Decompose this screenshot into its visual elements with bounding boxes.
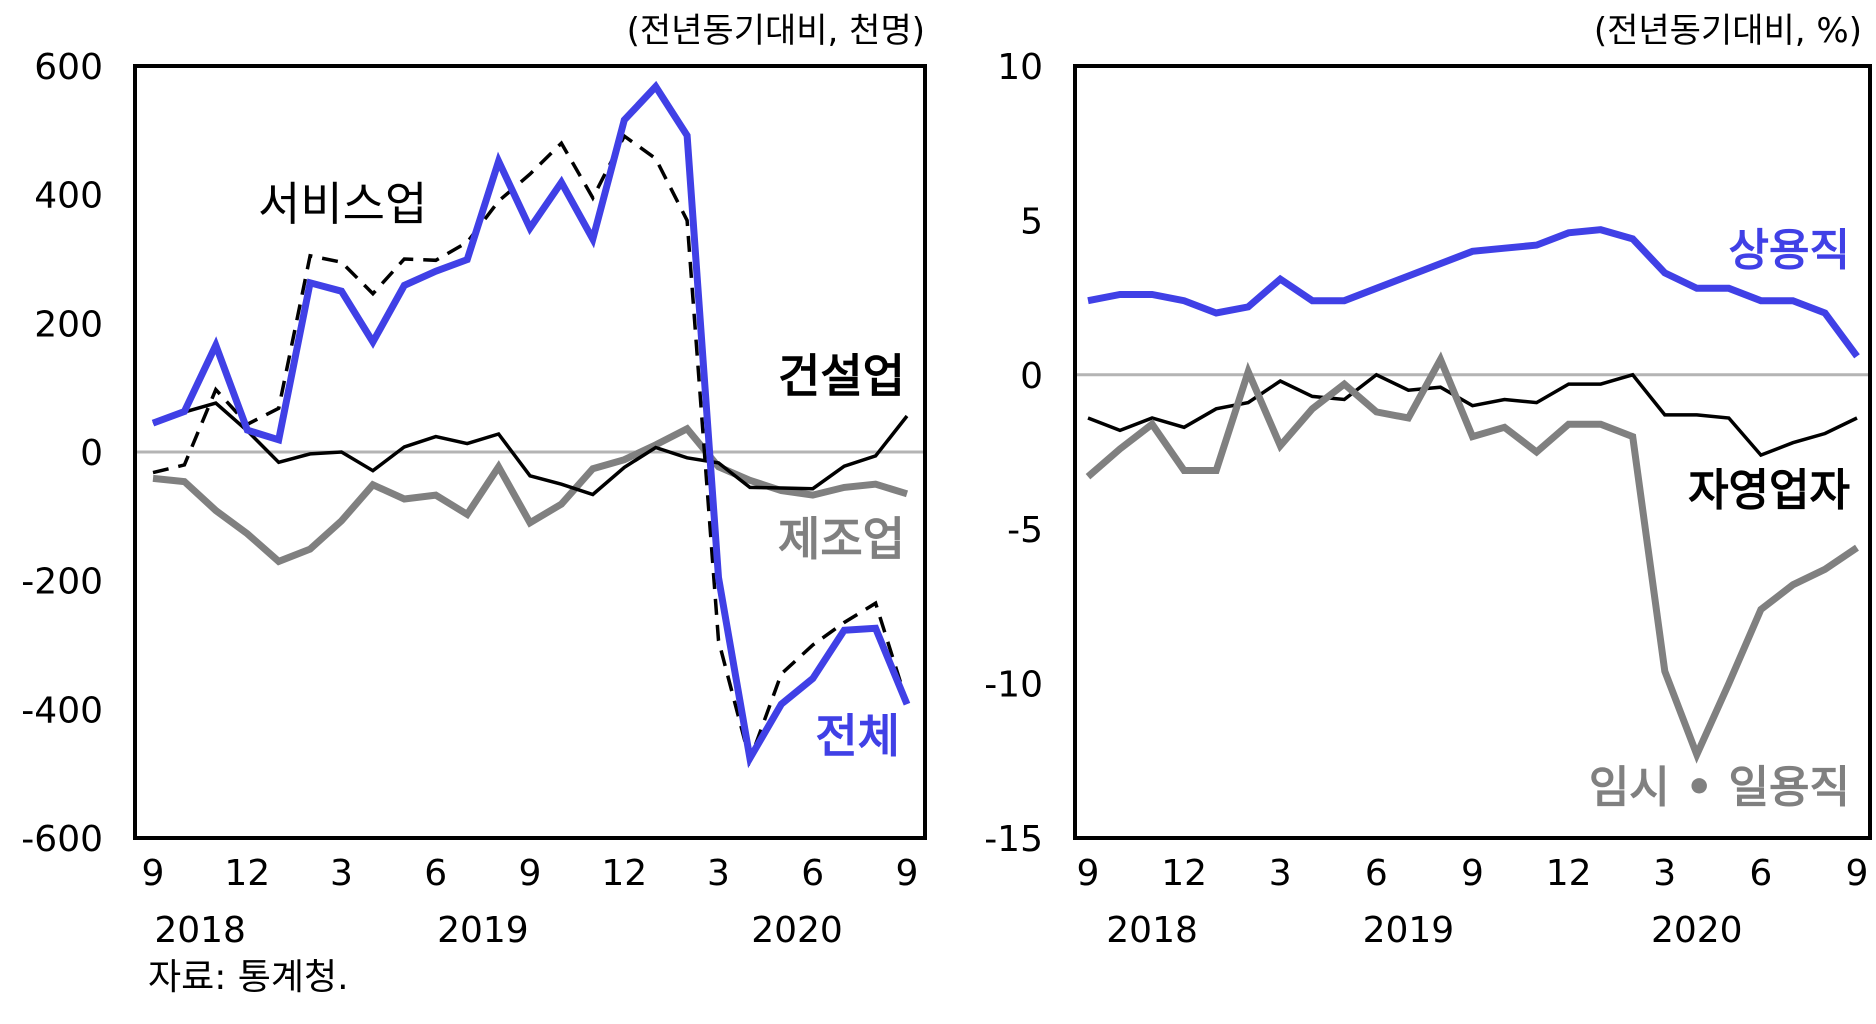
right-year-label: 2019 xyxy=(1363,910,1455,951)
left-x-tick-label: 3 xyxy=(707,853,730,894)
left-year-label: 2020 xyxy=(751,910,843,951)
right-y-tick-label: -15 xyxy=(984,819,1043,860)
right-x-tick-label: 12 xyxy=(1161,853,1207,894)
right-x-tick-label: 6 xyxy=(1365,853,1388,894)
right-y-tick-label: 0 xyxy=(1020,356,1043,397)
left-x-tick-label: 6 xyxy=(801,853,824,894)
right-series-line-1 xyxy=(1087,372,1858,458)
source-note: 자료: 통계청. xyxy=(148,957,349,998)
left-series-line-0 xyxy=(152,424,909,566)
left-y-tick-label: 600 xyxy=(34,47,103,88)
right-series-line-0 xyxy=(1087,226,1860,359)
right-x-tick-label: 9 xyxy=(1846,853,1869,894)
right-y-tick-label: -5 xyxy=(1007,510,1043,551)
left-series-label-3: 전체 xyxy=(815,709,900,763)
left-series-line-1 xyxy=(152,401,909,497)
left-y-tick-label: 400 xyxy=(34,176,103,217)
employment-by-status-chart: (전년동기대비, %) 10 5 0 -5 -10 -15 9 12 3 6 9 12 3 6 9 201… xyxy=(984,11,1872,951)
left-x-tick-label: 9 xyxy=(142,853,165,894)
left-x-tick-label: 12 xyxy=(224,853,270,894)
left-y-tick-label: 200 xyxy=(34,304,103,345)
right-x-tick-label: 9 xyxy=(1077,853,1100,894)
right-series-label-1: 자영업자 xyxy=(1688,465,1850,516)
right-year-label: 2018 xyxy=(1106,910,1198,951)
left-series-label-1: 건설업 xyxy=(778,349,905,403)
left-unit-label: (전년동기대비, 천명) xyxy=(627,11,925,51)
left-y-tick-label: -600 xyxy=(21,819,103,860)
right-x-tick-label: 12 xyxy=(1546,853,1592,894)
left-x-tick-label: 6 xyxy=(424,853,447,894)
right-series-line-2 xyxy=(1085,351,1859,764)
left-year-label: 2019 xyxy=(437,910,529,951)
right-x-tick-label: 3 xyxy=(1653,853,1676,894)
right-y-tick-label: 5 xyxy=(1020,201,1043,242)
employment-by-industry-chart: (전년동기대비, 천명) 600 400 200 0 -200 -400 -600 9 12 3… xyxy=(21,11,927,951)
left-x-tick-label: 9 xyxy=(896,853,919,894)
right-year-label: 2020 xyxy=(1651,910,1743,951)
left-x-tick-label: 9 xyxy=(519,853,542,894)
left-x-tick-label: 12 xyxy=(601,853,647,894)
right-series-label-0: 상용직 xyxy=(1729,225,1850,276)
left-series-line-2 xyxy=(152,133,909,767)
right-x-tick-label: 9 xyxy=(1461,853,1484,894)
right-unit-label: (전년동기대비, %) xyxy=(1594,11,1862,51)
left-x-tick-label: 3 xyxy=(330,853,353,894)
left-y-tick-label: -400 xyxy=(21,690,103,731)
left-series-label-0: 제조업 xyxy=(778,512,905,566)
left-y-tick-label: 0 xyxy=(80,433,103,474)
right-x-tick-label: 3 xyxy=(1269,853,1292,894)
left-y-tick-label: -200 xyxy=(21,562,103,603)
right-x-tick-label: 6 xyxy=(1749,853,1772,894)
right-y-tick-label: -10 xyxy=(984,665,1043,706)
left-plot-frame xyxy=(133,64,927,840)
right-y-tick-label: 10 xyxy=(997,47,1043,88)
right-plot-frame xyxy=(1073,64,1872,840)
left-series-line-3 xyxy=(151,80,911,769)
left-series-label-2: 서비스업 xyxy=(258,177,427,231)
left-year-label: 2018 xyxy=(154,910,246,951)
right-series-label-2: 임시 • 일용직 xyxy=(1589,762,1850,813)
